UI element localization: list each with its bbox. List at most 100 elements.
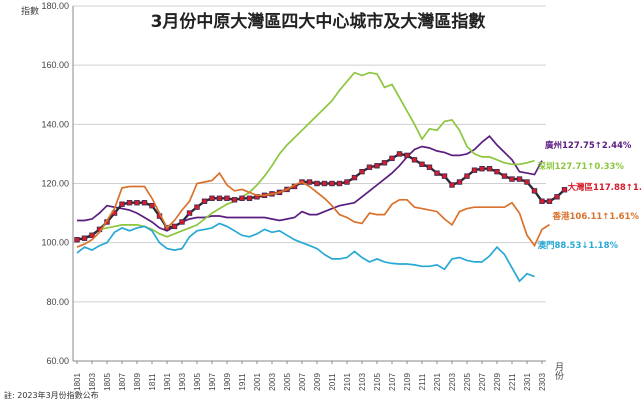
data-point	[396, 151, 403, 157]
y-tick-label: 100.00	[41, 238, 69, 248]
data-point	[471, 167, 478, 173]
series-end-label: 香港106.11↑1.61%	[552, 211, 640, 222]
series-line	[76, 171, 550, 248]
x-tick-label: 2303	[538, 373, 547, 391]
x-tick-label: 2103	[358, 373, 367, 391]
x-tick-label: 2003	[268, 373, 277, 391]
x-tick-label: 1807	[118, 373, 127, 391]
x-tick-label: 1901	[163, 373, 172, 391]
x-tick-label: 2109	[403, 373, 412, 391]
x-tick-label: 2207	[478, 373, 487, 391]
series-line	[76, 222, 535, 283]
x-tick-label: 1801	[73, 373, 82, 391]
data-point	[239, 195, 245, 201]
data-point	[441, 173, 448, 179]
data-point	[516, 176, 523, 182]
y-tick-label: 120.00	[41, 179, 69, 189]
data-point	[486, 166, 493, 172]
data-point	[509, 176, 515, 182]
series-line	[77, 135, 543, 232]
data-point	[381, 160, 388, 166]
x-tick-label: 2105	[373, 373, 382, 391]
y-tick-label: 160.00	[41, 60, 69, 70]
data-point	[126, 200, 133, 206]
data-point	[216, 195, 223, 201]
x-tick-label: 2205	[463, 373, 472, 391]
y-tick-label: 80.00	[46, 297, 69, 307]
x-tick-label: 1911	[238, 373, 247, 391]
data-point	[149, 202, 155, 209]
x-tick-label: 2007	[298, 373, 307, 391]
data-point	[366, 164, 373, 170]
data-point	[359, 168, 365, 175]
x-tick-label: 1905	[193, 373, 202, 391]
data-point	[456, 179, 463, 185]
data-point	[524, 179, 530, 185]
y-tick-label: 140.00	[41, 119, 69, 129]
data-point	[479, 166, 485, 172]
x-tick-label: 2011	[328, 373, 337, 391]
x-tick-label: 2001	[253, 373, 262, 391]
x-tick-label: 2301	[523, 373, 532, 391]
y-tick-label: 180.00	[41, 1, 69, 11]
x-tick-label: 1803	[88, 373, 97, 391]
data-point	[389, 155, 395, 162]
data-point	[186, 210, 193, 216]
x-tick-label: 1909	[223, 373, 232, 391]
data-point	[434, 170, 440, 176]
series-end-label: 澳門88.53↓1.18%	[538, 240, 619, 251]
data-point	[336, 180, 343, 187]
data-point	[449, 182, 455, 188]
x-tick-label: 1811	[148, 373, 157, 391]
x-tick-label: 1903	[178, 373, 187, 391]
data-point	[231, 197, 238, 203]
data-point	[546, 198, 553, 204]
y-axis-ticks: 60.00 80.00 100.00 120.00 140.00 160.00 180.00	[41, 1, 69, 366]
data-point	[224, 195, 230, 201]
data-point	[561, 187, 568, 193]
data-point	[81, 235, 88, 241]
data-point	[74, 237, 80, 243]
data-point	[306, 179, 313, 185]
x-axis-label: 月份	[553, 362, 564, 381]
data-point	[374, 163, 380, 169]
x-tick-label: 2111	[418, 373, 427, 390]
data-point	[539, 198, 545, 204]
x-tick-label: 2209	[493, 373, 502, 391]
data-point	[426, 164, 433, 170]
data-point	[351, 174, 358, 181]
data-point	[531, 188, 538, 194]
data-point	[464, 173, 470, 179]
data-point	[171, 223, 178, 230]
data-point	[404, 152, 410, 159]
grid-lines	[72, 5, 546, 362]
x-tick-label: 1809	[133, 373, 142, 391]
data-point	[246, 195, 253, 201]
data-point	[119, 201, 125, 207]
data-point	[201, 198, 208, 204]
data-point	[494, 168, 500, 175]
y-axis-label: 指數	[21, 5, 39, 17]
series-lines	[74, 71, 568, 283]
x-tick-label: 2203	[448, 373, 457, 391]
data-point	[321, 180, 328, 187]
footnote: 註: 2023年3月份指數公布	[4, 390, 99, 400]
data-point	[501, 173, 508, 179]
data-point	[89, 232, 95, 238]
series-end-label: 廣州127.75↑2.44%	[544, 140, 632, 151]
x-tick-label: 1805	[103, 373, 112, 391]
data-point	[194, 204, 200, 210]
y-tick-label: 60.00	[46, 356, 69, 366]
x-tick-label: 2211	[508, 373, 517, 391]
x-tick-label: 2005	[283, 373, 292, 391]
data-point	[314, 180, 320, 187]
data-point	[554, 194, 560, 200]
series-end-label: 深圳127.71↑0.33%	[538, 161, 625, 172]
chart-title: 3月份中原大灣區四大中心城市及大灣區指數	[151, 11, 486, 32]
x-tick-label: 2101	[343, 373, 352, 391]
x-tick-label: 2107	[388, 373, 397, 391]
x-tick-label: 1907	[208, 373, 217, 391]
data-point	[209, 195, 215, 201]
